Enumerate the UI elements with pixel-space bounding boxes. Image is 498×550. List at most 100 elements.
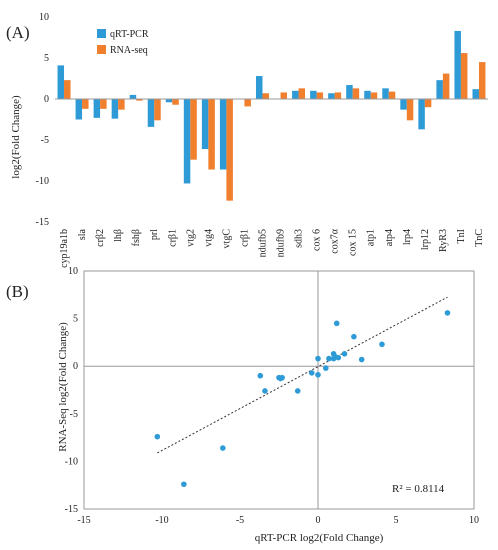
scatter-point-6 (308, 370, 315, 376)
scatter-chart: -15 -10 -5 0 5 10 10 5 0 -5 -10 -15 R² = 0.8114 qR… (57, 266, 479, 544)
legend-swatch-qrt-pcr (97, 29, 106, 38)
bar-rna-seq-tni (460, 53, 468, 99)
bar-rna-seq-cyp19a1b (64, 80, 71, 99)
panel-b-label: (B) (6, 282, 29, 301)
scatter-point-18 (294, 388, 301, 394)
bar-rna-seq-cr-1 (244, 99, 251, 107)
x-tick-label: 0 (316, 515, 321, 526)
x-tick-label: 5 (394, 515, 399, 526)
y-tick-label: 5 (44, 53, 49, 64)
category-label-cox-15: cox 15 (348, 229, 359, 256)
bar-rna-seq-sla (82, 99, 89, 109)
bar-qrt-pcr-cox7 (328, 93, 335, 99)
category-label-lrp12: lrp12 (420, 229, 431, 250)
bar-qrt-pcr-fsh (129, 94, 137, 99)
bar-qrt-pcr-tnc (472, 89, 479, 99)
y-tick-label: -15 (36, 217, 49, 228)
category-label-lrp4: lrp4 (402, 229, 413, 245)
bar-rna-seq-vtg4 (208, 99, 215, 170)
scatter-point-9 (181, 481, 187, 488)
bar-rna-seq-cr-1 (172, 99, 179, 105)
y-tick-label: -5 (41, 135, 49, 146)
bar-chart-legend: qRT-PCR RNA-seq (97, 29, 149, 56)
category-label-lh: lhβ (113, 229, 124, 242)
bar-rna-seq-cox-15 (352, 88, 360, 99)
scatter-point-21 (444, 310, 451, 316)
scatter-point-23 (332, 353, 338, 360)
bar-rna-seq-cox-6 (316, 92, 324, 99)
bar-qrt-pcr-ndufb5 (255, 76, 263, 99)
y-tick-label: -10 (65, 456, 78, 467)
scatter-chart-r-squared: R² = 0.8114 (392, 483, 445, 495)
bar-rna-seq-ndufb9 (280, 92, 288, 99)
scatter-point-15 (326, 355, 332, 362)
category-label-ndufb5: ndufb5 (257, 229, 268, 257)
scatter-point-0 (379, 341, 385, 348)
bar-qrt-pcr-atp4 (382, 88, 389, 99)
bar-qrt-pcr-cyp19a1b (57, 65, 65, 99)
scatter-point-8 (220, 445, 226, 451)
bar-rna-seq-ryr3 (442, 73, 450, 99)
bar-rna-seq-atp1 (370, 92, 378, 99)
bar-rna-seq-fsh (136, 99, 143, 101)
bar-rna-seq-lrp12 (424, 99, 432, 108)
y-tick-label: 5 (73, 314, 78, 325)
scatter-point-4 (323, 365, 329, 371)
bar-qrt-pcr-lh (111, 99, 119, 119)
y-tick-label: 10 (68, 266, 78, 277)
y-tick-label: -5 (70, 409, 78, 420)
bar-chart-category-labels: cyp19a1b sla crβ2 lhβ fshβ prl crβ1 vtg2 vtg4 vtg… (59, 228, 485, 268)
bar-chart-y-axis-label: log2(Fold Change) (10, 95, 22, 179)
bar-rna-seq-lrp4 (406, 99, 414, 121)
panel-a-label: (A) (6, 23, 30, 42)
bar-qrt-pcr-vtgc (219, 99, 227, 170)
bar-chart: log2(Fold Change) 10 5 0 -5 -10 -15 cyp19a1b s… (10, 12, 488, 268)
category-label-atp4: atp4 (384, 229, 395, 246)
category-label-ndufb9: ndufb9 (276, 229, 287, 257)
category-label-vtg4: vtg4 (203, 229, 214, 247)
legend-label-qrt-pcr: qRT-PCR (110, 29, 149, 40)
scatter-point-11 (358, 356, 365, 363)
y-tick-label: 0 (73, 361, 78, 372)
bar-rna-seq-cox7 (334, 92, 342, 99)
category-label-sdh3: sdh3 (294, 229, 305, 248)
x-tick-label: -15 (77, 515, 90, 526)
scatter-chart-y-ticks: 10 5 0 -5 -10 -15 (65, 266, 78, 515)
bar-chart-y-ticks: 10 5 0 -5 -10 -15 (36, 12, 49, 228)
x-tick-label: 10 (469, 515, 479, 526)
bar-rna-seq-sdh3 (298, 88, 306, 99)
scatter-point-3 (277, 375, 284, 382)
scatter-point-22 (333, 320, 340, 327)
bar-qrt-pcr-cr-2 (93, 99, 101, 118)
category-label-cr-2: crβ2 (95, 229, 106, 247)
category-label-cox-6: cox 6 (312, 229, 323, 251)
bar-rna-seq-cr-2 (100, 99, 107, 109)
category-label-cyp19a1b: cyp19a1b (59, 229, 70, 268)
scatter-chart-trendline (157, 296, 448, 454)
y-tick-label: 0 (44, 94, 49, 105)
x-tick-label: -10 (155, 515, 168, 526)
x-tick-label: -5 (236, 515, 244, 526)
category-label-tnc: TnC (474, 229, 485, 247)
category-label-vtgc: vtgC (221, 229, 232, 249)
bar-qrt-pcr-prl (147, 99, 155, 127)
bar-qrt-pcr-lrp4 (400, 99, 407, 110)
bar-rna-seq-ndufb5 (262, 93, 269, 99)
scatter-point-12 (315, 355, 321, 362)
category-label-cr-1: crβ1 (239, 229, 250, 247)
scatter-chart-points (154, 310, 451, 488)
scatter-chart-frame (83, 270, 475, 510)
scatter-point-7 (154, 433, 161, 440)
bar-qrt-pcr-ryr3 (436, 80, 443, 99)
category-label-atp1: atp1 (366, 229, 377, 246)
bar-rna-seq-tnc (478, 62, 486, 99)
scatter-point-16 (341, 351, 348, 357)
y-tick-label: 10 (39, 12, 49, 23)
y-tick-label: -15 (65, 504, 78, 515)
category-label-tni: TnI (456, 229, 467, 243)
category-label-prl: prl (149, 229, 160, 240)
legend-label-rna-seq: RNA-seq (110, 45, 148, 56)
bar-qrt-pcr-cr-1 (165, 99, 173, 103)
bar-rna-seq-prl (154, 99, 161, 121)
bar-qrt-pcr-cox-15 (346, 85, 353, 99)
